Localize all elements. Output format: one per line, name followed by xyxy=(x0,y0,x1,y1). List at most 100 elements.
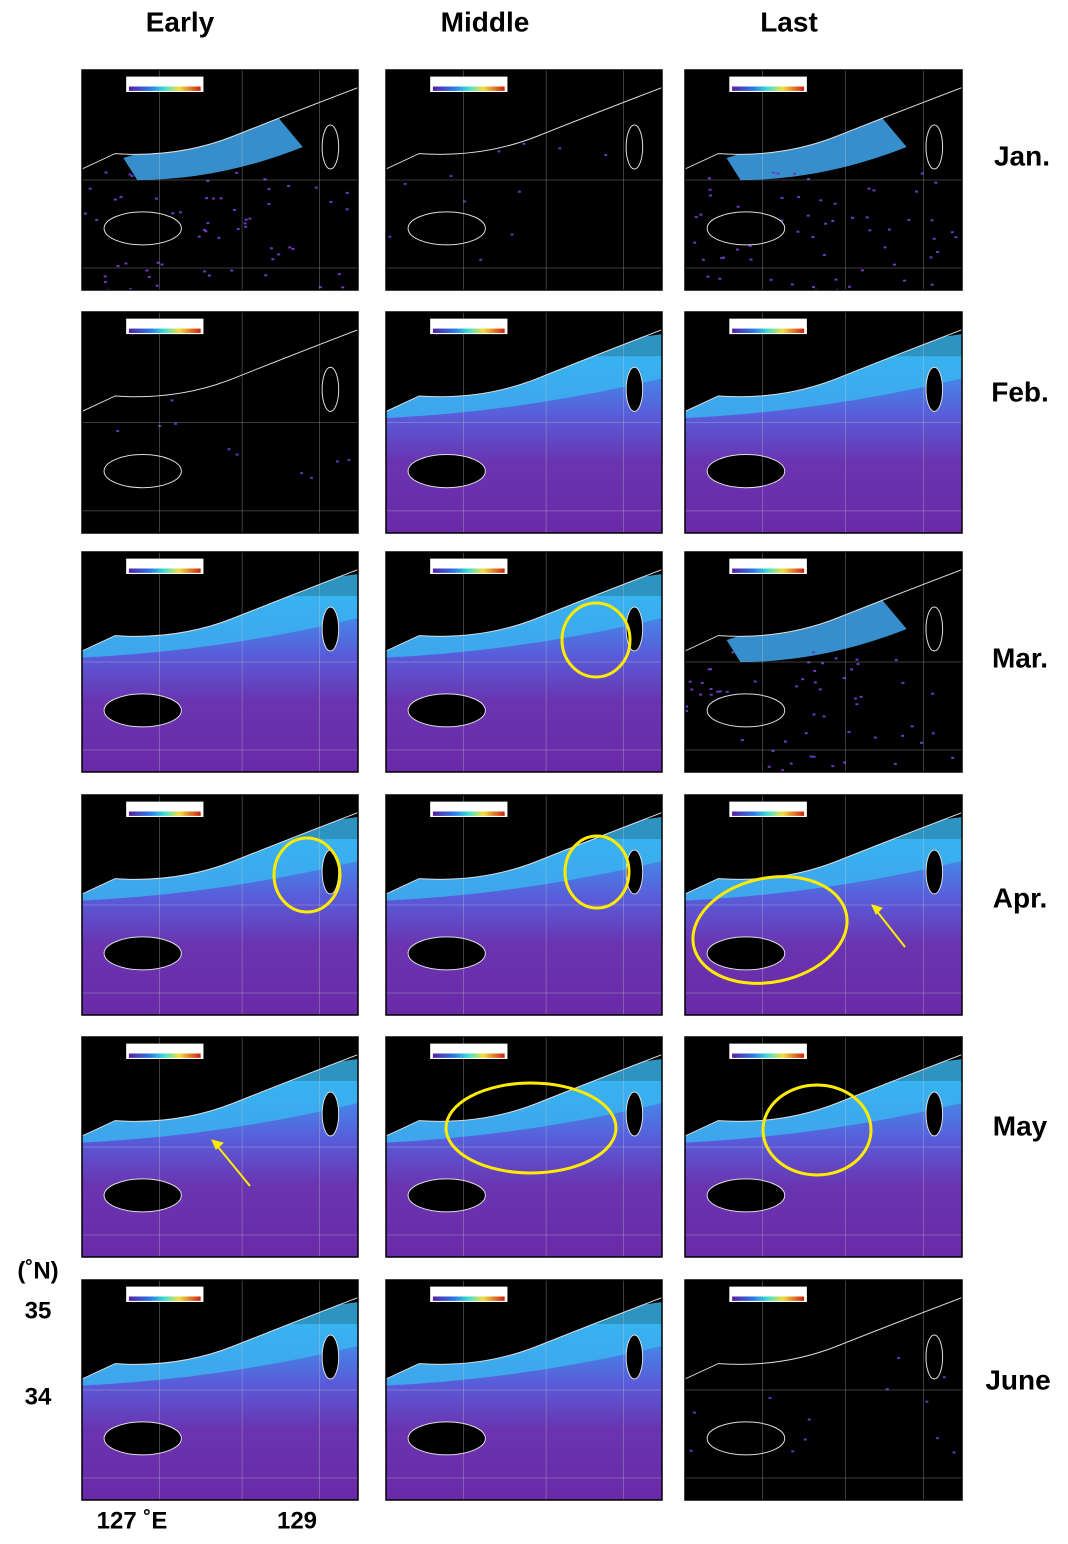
annotations xyxy=(211,601,906,1187)
speck xyxy=(288,246,292,249)
speck xyxy=(300,472,304,475)
speck xyxy=(942,1376,946,1379)
tsushima-island xyxy=(321,124,340,170)
speck xyxy=(156,261,160,264)
arrow-head xyxy=(211,1139,225,1150)
speck xyxy=(345,208,349,211)
speck xyxy=(935,1437,939,1440)
speck xyxy=(795,685,799,688)
jeju-island xyxy=(706,211,786,246)
speck xyxy=(834,657,838,660)
speck xyxy=(219,197,223,200)
speck xyxy=(856,663,860,666)
speck xyxy=(735,248,739,251)
speck xyxy=(813,681,817,684)
panel-border xyxy=(385,69,663,291)
speck xyxy=(269,247,273,250)
speck xyxy=(914,190,918,193)
jeju-island xyxy=(407,693,486,728)
speck xyxy=(522,142,526,145)
highlight-circle xyxy=(272,836,342,914)
speck xyxy=(768,1396,772,1399)
speck xyxy=(796,230,800,233)
speck xyxy=(217,236,221,239)
speck xyxy=(790,283,794,286)
panel-border xyxy=(385,551,663,773)
speck xyxy=(718,690,722,693)
legend-bar xyxy=(128,86,201,91)
speck xyxy=(797,196,801,199)
speck xyxy=(819,199,823,202)
map-content xyxy=(386,552,662,772)
latitude-label: 34 xyxy=(25,1383,52,1410)
longitude-label: 129 xyxy=(277,1507,317,1534)
map-content xyxy=(386,312,662,533)
panel-border xyxy=(81,69,359,291)
speck xyxy=(952,1451,956,1454)
speck xyxy=(205,197,209,200)
speck xyxy=(267,188,271,191)
speck xyxy=(124,262,128,265)
land xyxy=(82,795,358,895)
land xyxy=(386,70,662,170)
speck xyxy=(894,659,898,662)
jeju-island xyxy=(706,1178,786,1213)
speck xyxy=(211,197,215,200)
map-content xyxy=(685,1280,962,1500)
map-panel xyxy=(684,551,963,773)
speck xyxy=(449,175,453,178)
speck xyxy=(873,736,877,739)
tsushima-island xyxy=(625,1334,644,1380)
speck xyxy=(160,263,164,266)
speck xyxy=(716,690,720,693)
speck xyxy=(147,275,151,278)
tsushima-island xyxy=(321,606,340,652)
map-panel xyxy=(81,551,359,773)
speck xyxy=(104,171,108,174)
legend-bar xyxy=(732,1053,805,1058)
tsushima-island xyxy=(321,366,340,412)
map-panel xyxy=(684,69,963,291)
speck xyxy=(88,187,92,190)
map-panel xyxy=(81,1279,359,1501)
speck xyxy=(753,680,757,683)
row-label: June xyxy=(985,1364,1050,1395)
speck xyxy=(812,651,816,654)
legend-bar xyxy=(732,568,805,573)
speck xyxy=(202,228,206,231)
speck xyxy=(103,275,107,278)
speck xyxy=(931,692,935,695)
speck xyxy=(806,214,810,217)
jeju-island xyxy=(103,1421,182,1456)
speck xyxy=(708,194,712,197)
speck xyxy=(95,218,99,221)
speck xyxy=(347,459,351,462)
tsushima-island xyxy=(925,1334,944,1380)
map-panel xyxy=(81,794,359,1016)
speck xyxy=(934,181,938,184)
speck xyxy=(807,661,811,664)
tsushima-island xyxy=(625,366,644,412)
speck xyxy=(707,177,711,180)
speck xyxy=(709,693,713,696)
speck xyxy=(749,258,753,261)
speck xyxy=(847,285,851,288)
speck xyxy=(901,734,905,737)
tsushima-island xyxy=(625,849,644,895)
map-panel xyxy=(81,1036,359,1258)
jeju-island xyxy=(103,211,182,246)
speck xyxy=(277,253,281,256)
speck xyxy=(897,1357,901,1360)
speck xyxy=(789,762,793,765)
speck xyxy=(243,222,247,225)
speck xyxy=(517,190,521,193)
speck xyxy=(824,222,828,225)
speck xyxy=(883,246,887,249)
speck xyxy=(780,197,784,200)
speck xyxy=(235,453,239,456)
legend-bar xyxy=(128,811,201,816)
jeju-island xyxy=(103,1178,182,1213)
speck xyxy=(103,281,107,284)
coastal-bloom xyxy=(123,114,303,180)
speck xyxy=(718,277,722,280)
